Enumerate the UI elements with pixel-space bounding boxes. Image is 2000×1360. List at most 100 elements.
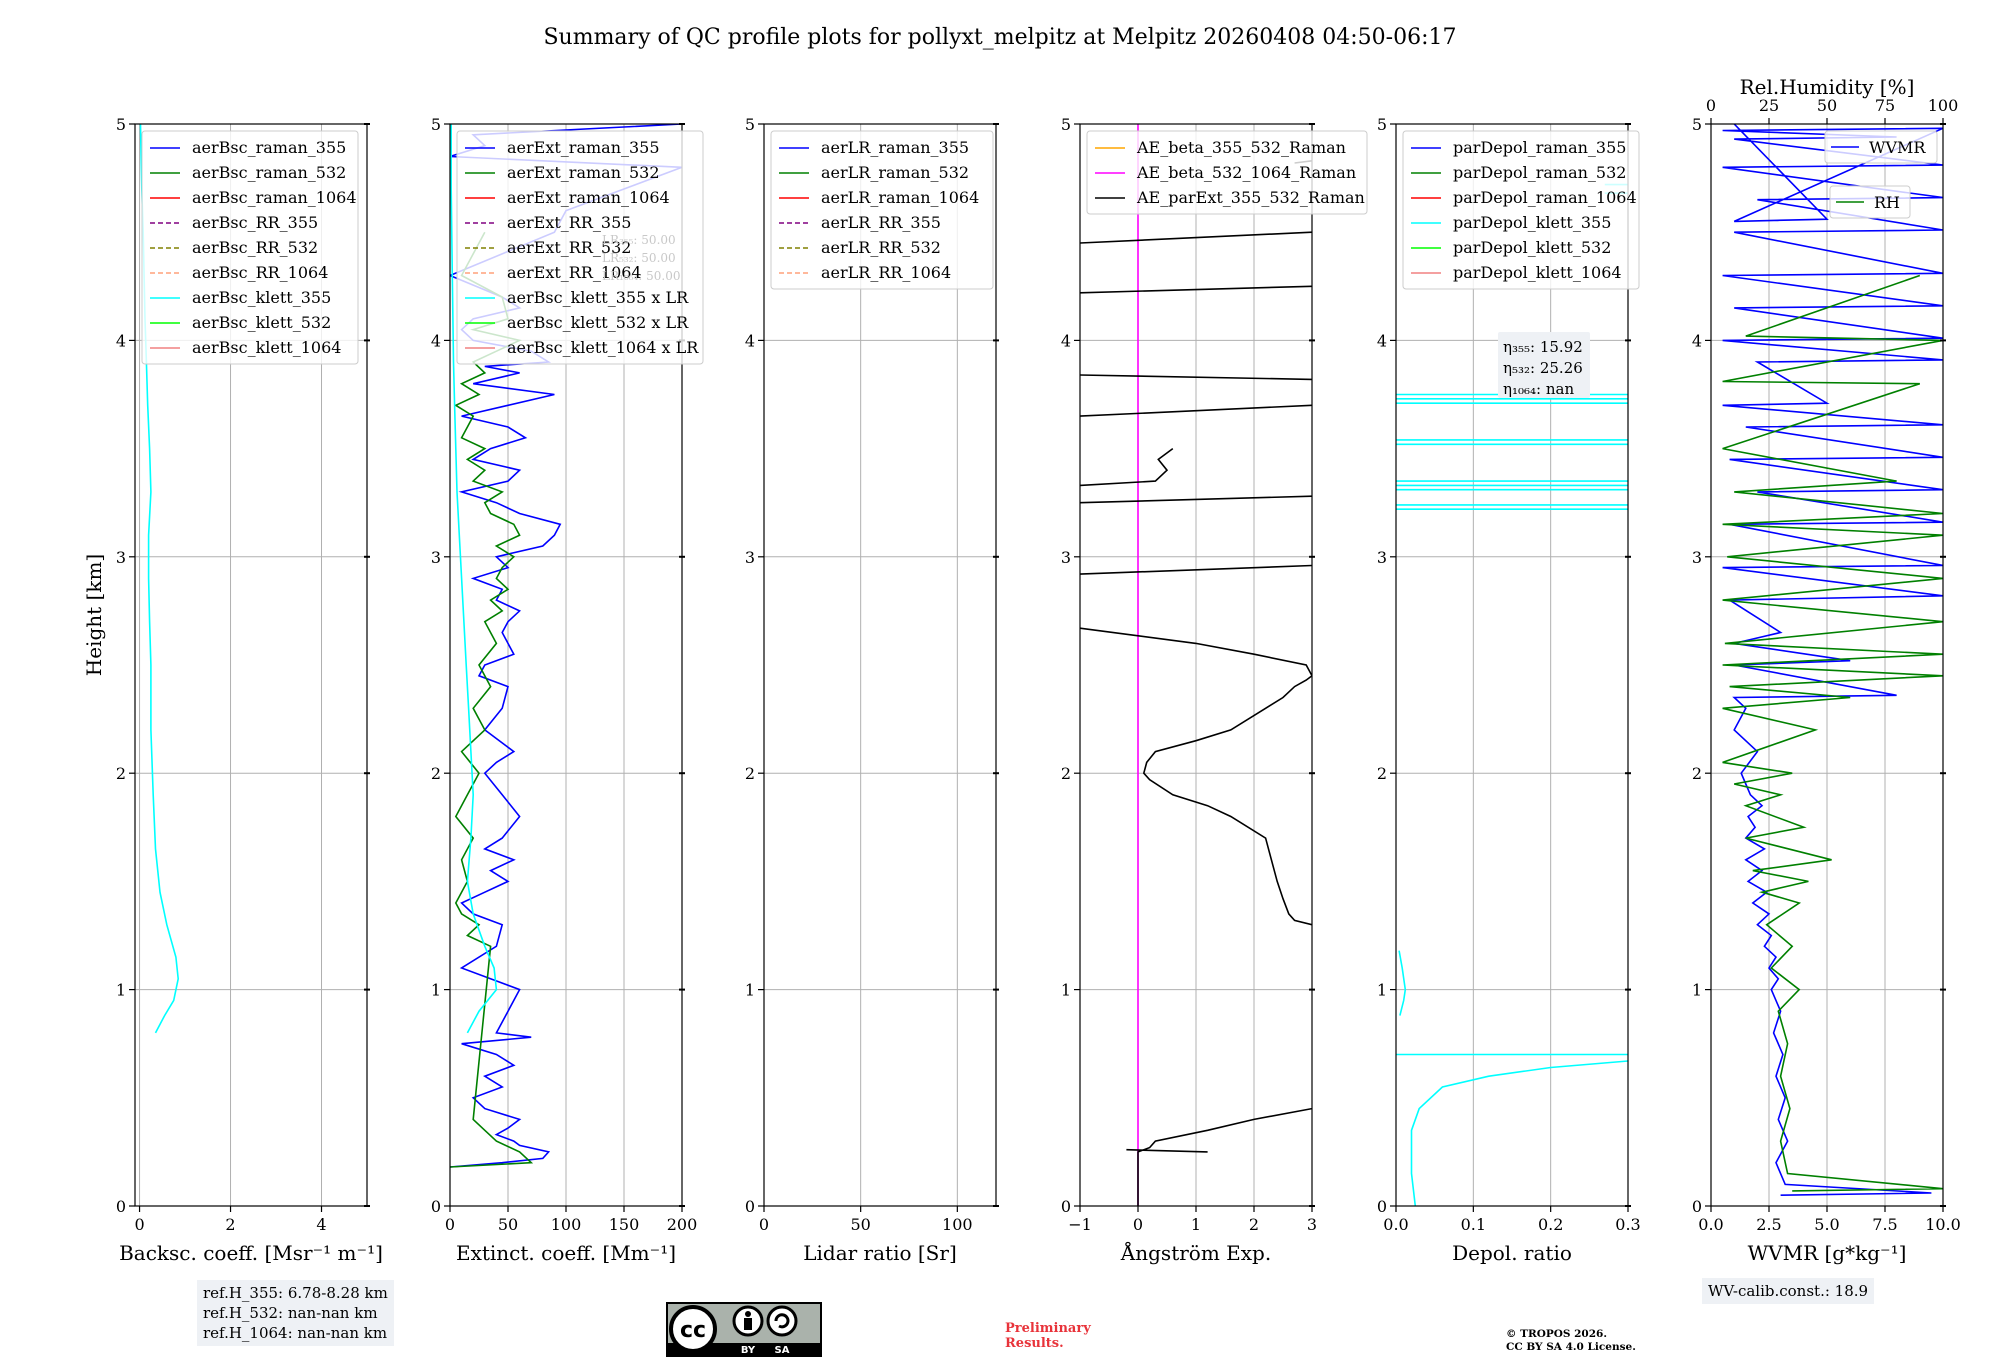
- series-line: [1080, 374, 1312, 381]
- y-tick-label: 2: [1377, 764, 1387, 783]
- legend-label: parDepol_raman_355: [1453, 138, 1626, 157]
- x-tick-label: 0.0: [1383, 1215, 1408, 1234]
- legend-label: aerBsc_klett_355 x LR: [507, 288, 689, 307]
- series-line: [1080, 404, 1312, 417]
- y-tick-label: 1: [1377, 981, 1387, 1000]
- legend-box: [1402, 130, 1640, 290]
- x-tick-label: 0.2: [1538, 1215, 1563, 1234]
- legend-label: AE_parExt_355_532_Raman: [1136, 188, 1365, 207]
- legend-box: [1829, 185, 1911, 219]
- series-line: [1722, 274, 1943, 1192]
- axes-frame: [134, 123, 368, 1207]
- legend-label: aerBsc_raman_355: [192, 138, 346, 157]
- eta-label: η₅₃₂: 25.26: [1503, 359, 1583, 377]
- legend-label: aerLR_RR_355: [821, 213, 941, 232]
- legend-label: aerBsc_klett_532: [192, 313, 331, 332]
- legend-label: aerBsc_RR_1064: [192, 263, 328, 282]
- panel-3: 0 50 100 0 1 2 3 4 5 Lidar ratio [Sr] aerLR_raman_…: [745, 115, 999, 1265]
- legend-label: RH: [1874, 193, 1900, 212]
- legend-label: parDepol_raman_532: [1453, 163, 1626, 182]
- legend-label: aerBsc_raman_1064: [192, 188, 357, 207]
- legend-label: aerExt_RR_532: [507, 238, 631, 257]
- x-axis-label: Extinct. coeff. [Mm⁻¹]: [456, 1241, 676, 1265]
- legend-label: parDepol_klett_1064: [1453, 263, 1622, 282]
- y-tick-label: 1: [1061, 981, 1071, 1000]
- y-axis-label: Height [km]: [82, 554, 106, 676]
- y-tick-label: 5: [745, 115, 755, 134]
- x-tick-label: 7.5: [1872, 1215, 1897, 1234]
- y-tick-label: 4: [116, 331, 126, 350]
- legend-label: WVMR: [1869, 138, 1926, 157]
- cc-by-label: BY: [741, 1345, 756, 1356]
- legend-label: AE_beta_532_1064_Raman: [1136, 163, 1356, 182]
- legend-box: [770, 130, 994, 290]
- legend-label: parDepol_klett_532: [1453, 238, 1611, 257]
- top-x-tick-label: 75: [1875, 96, 1895, 115]
- y-tick-label: 5: [1061, 115, 1071, 134]
- series-group: [1396, 183, 1628, 1206]
- series-line: [1080, 564, 1312, 575]
- legend-label: aerBsc_RR_355: [192, 213, 318, 232]
- series-line: [1126, 1148, 1208, 1153]
- cc-by-sa-badge: cc BY SA: [666, 1302, 822, 1357]
- x-tick-label: 0: [445, 1215, 455, 1234]
- x-axis-label: Depol. ratio: [1452, 1241, 1572, 1265]
- top-x-axis-label: Rel.Humidity [%]: [1740, 75, 1915, 99]
- y-tick-label: 3: [431, 548, 441, 567]
- lr-label: LR₁₀₆₄: 50.00: [602, 269, 680, 283]
- axes-frame: [1395, 123, 1629, 1207]
- series-line: [1080, 447, 1174, 487]
- cc-icon: [669, 1305, 717, 1353]
- y-tick-label: 4: [1061, 331, 1071, 350]
- svg-text:cc: cc: [680, 1318, 706, 1343]
- y-tick-label: 4: [1692, 331, 1702, 350]
- x-tick-label: 2.5: [1756, 1215, 1781, 1234]
- legend-label: aerLR_RR_532: [821, 238, 941, 257]
- ref-height-box: ref.H_355: 6.78-8.28 km ref.H_532: nan-n…: [197, 1280, 394, 1346]
- legend-label: aerLR_raman_532: [821, 163, 969, 182]
- legend-label: parDepol_klett_355: [1453, 213, 1611, 232]
- series-line: [450, 231, 534, 1168]
- legend-box: [141, 130, 359, 365]
- eta-label: η₃₅₅: 15.92: [1503, 338, 1583, 356]
- x-tick-label: 1: [1191, 1215, 1201, 1234]
- x-axis-label: Ångström Exp.: [1120, 1240, 1271, 1265]
- x-tick-label: 50: [850, 1215, 870, 1234]
- legend-label: aerLR_RR_1064: [821, 263, 951, 282]
- eta-label: η₁₀₆₄: nan: [1503, 380, 1574, 398]
- series-line: [1080, 627, 1312, 926]
- copyright-line-1: © TROPOS 2026.: [1506, 1328, 1608, 1340]
- series-line: [1398, 950, 1407, 1016]
- y-tick-label: 5: [1377, 115, 1387, 134]
- wv-calib-const: WV-calib.const.: 18.9: [1708, 1282, 1869, 1300]
- y-tick-label: 1: [431, 981, 441, 1000]
- ref-height-1064: ref.H_1064: nan-nan km: [203, 1324, 388, 1342]
- preliminary-line-1: Preliminary: [1005, 1321, 1091, 1336]
- legend-label: aerBsc_raman_532: [192, 163, 346, 182]
- y-tick-label: 1: [1692, 981, 1702, 1000]
- y-tick-label: 5: [116, 115, 126, 134]
- y-tick-label: 2: [1692, 764, 1702, 783]
- top-x-tick-label: 50: [1817, 96, 1837, 115]
- x-tick-label: 10.0: [1925, 1215, 1961, 1234]
- x-tick-label: 150: [609, 1215, 640, 1234]
- legend-box: [456, 130, 704, 365]
- panel-1: 0 2 4 0 1 2 3 4 5 Backsc. coeff. [Msr⁻¹ m⁻¹] aerBs…: [116, 115, 383, 1265]
- y-tick-label: 4: [431, 331, 441, 350]
- legend-label: aerLR_raman_1064: [821, 188, 979, 207]
- y-tick-label: 3: [745, 548, 755, 567]
- lr-label: LR₅₃₂: 50.00: [602, 251, 676, 265]
- legend-box: [1824, 130, 1938, 164]
- panel-6: 0.0 2.5 5.0 7.5 10.0 0 1 2 3 4 5 WVMR [g*kg⁻¹] 0 25 50…: [1692, 75, 1961, 1265]
- y-tick-label: 2: [1061, 764, 1071, 783]
- ref-height-355: ref.H_355: 6.78-8.28 km: [203, 1284, 388, 1302]
- x-tick-label: 5.0: [1814, 1215, 1839, 1234]
- y-tick-label: 0: [116, 1197, 126, 1216]
- lr-label: LR₃₅₅: 50.00: [602, 233, 676, 247]
- y-tick-label: 1: [116, 981, 126, 1000]
- y-tick-label: 0: [1061, 1197, 1071, 1216]
- x-tick-label: 50: [498, 1215, 518, 1234]
- series-group: [1080, 124, 1312, 1206]
- x-tick-label: 0: [1133, 1215, 1143, 1234]
